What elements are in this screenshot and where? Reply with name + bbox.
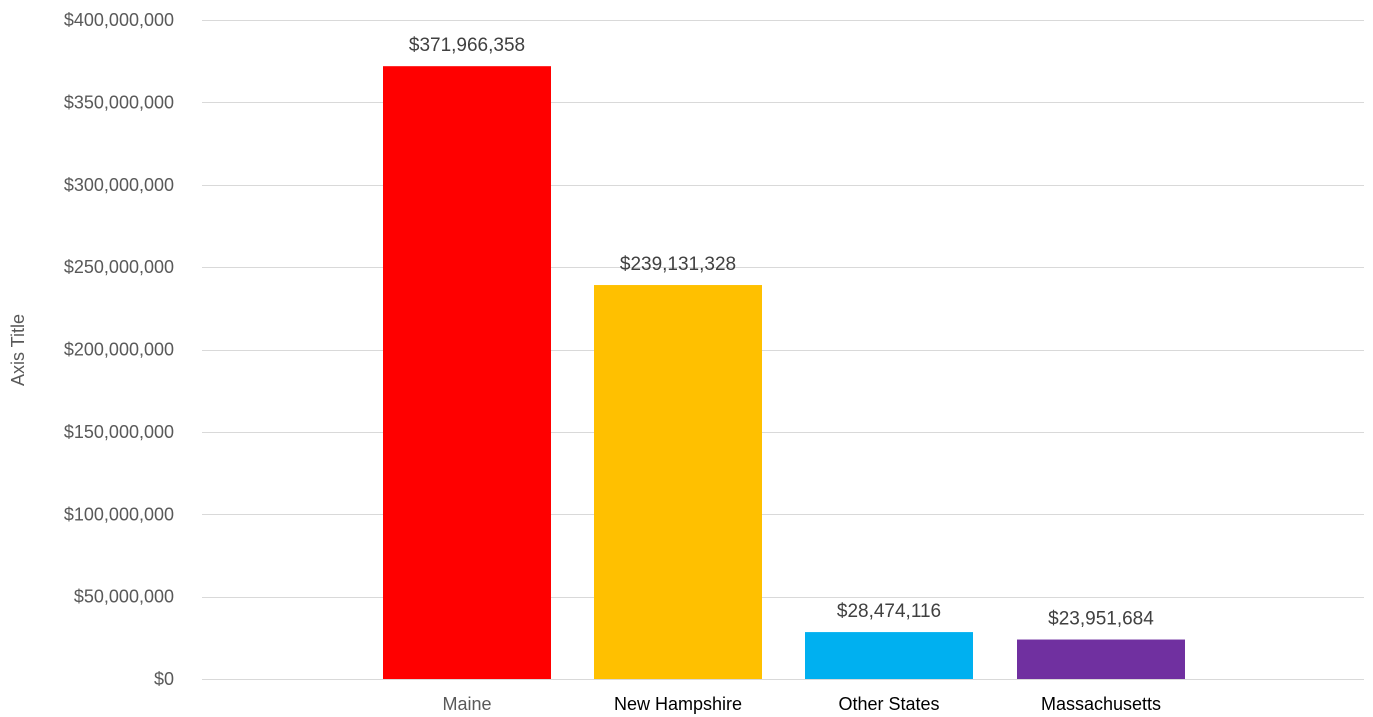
y-tick-label: $100,000,000 — [64, 504, 174, 524]
y-tick-label: $50,000,000 — [74, 587, 174, 607]
y-tick-label: $200,000,000 — [64, 340, 174, 360]
y-tick-label: $250,000,000 — [64, 257, 174, 277]
x-tick-label: Maine — [442, 694, 491, 714]
gridlines — [202, 20, 1364, 680]
x-tick-label: Other States — [838, 694, 939, 714]
x-axis-ticks: Maine New Hampshire Other States Massachuse… — [442, 694, 1161, 714]
x-tick-label: New Hampshire — [614, 694, 742, 714]
y-tick-label: $0 — [154, 669, 174, 689]
data-label: $23,951,684 — [1048, 609, 1154, 630]
bar-maine — [383, 66, 551, 679]
data-label: $239,131,328 — [620, 254, 736, 275]
bar-other-states — [805, 632, 973, 679]
bar-new-hampshire — [594, 285, 762, 679]
y-axis-title: Axis Title — [8, 314, 28, 386]
y-tick-label: $400,000,000 — [64, 10, 174, 30]
data-label: $371,966,358 — [409, 35, 525, 56]
y-axis-ticks: $0 $50,000,000 $100,000,000 $150,000,000 $20… — [64, 10, 174, 689]
y-tick-label: $150,000,000 — [64, 422, 174, 442]
y-tick-label: $300,000,000 — [64, 175, 174, 195]
y-tick-label: $350,000,000 — [64, 92, 174, 112]
data-labels: $371,966,358 $239,131,328 $28,474,116 $23,9… — [409, 35, 1154, 629]
bars — [383, 66, 1185, 679]
bar-massachusetts — [1017, 639, 1185, 679]
data-label: $28,474,116 — [837, 601, 941, 622]
x-tick-label: Massachusetts — [1041, 694, 1161, 714]
